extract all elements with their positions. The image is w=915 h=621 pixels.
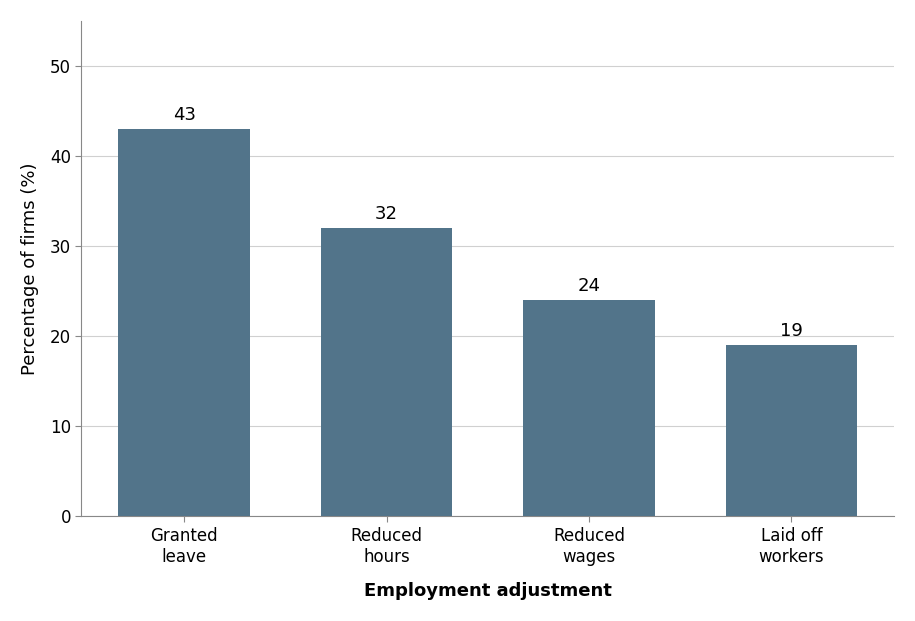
Bar [321, 228, 452, 516]
Y-axis label: Percentage of firms (%): Percentage of firms (%) [21, 162, 38, 375]
Text: 32: 32 [375, 204, 398, 222]
Text: 43: 43 [173, 106, 196, 124]
Bar [118, 129, 250, 516]
X-axis label: Employment adjustment: Employment adjustment [364, 582, 612, 600]
Bar [523, 300, 655, 516]
Bar [726, 345, 857, 516]
Text: 24: 24 [577, 277, 600, 295]
Text: 19: 19 [780, 322, 802, 340]
